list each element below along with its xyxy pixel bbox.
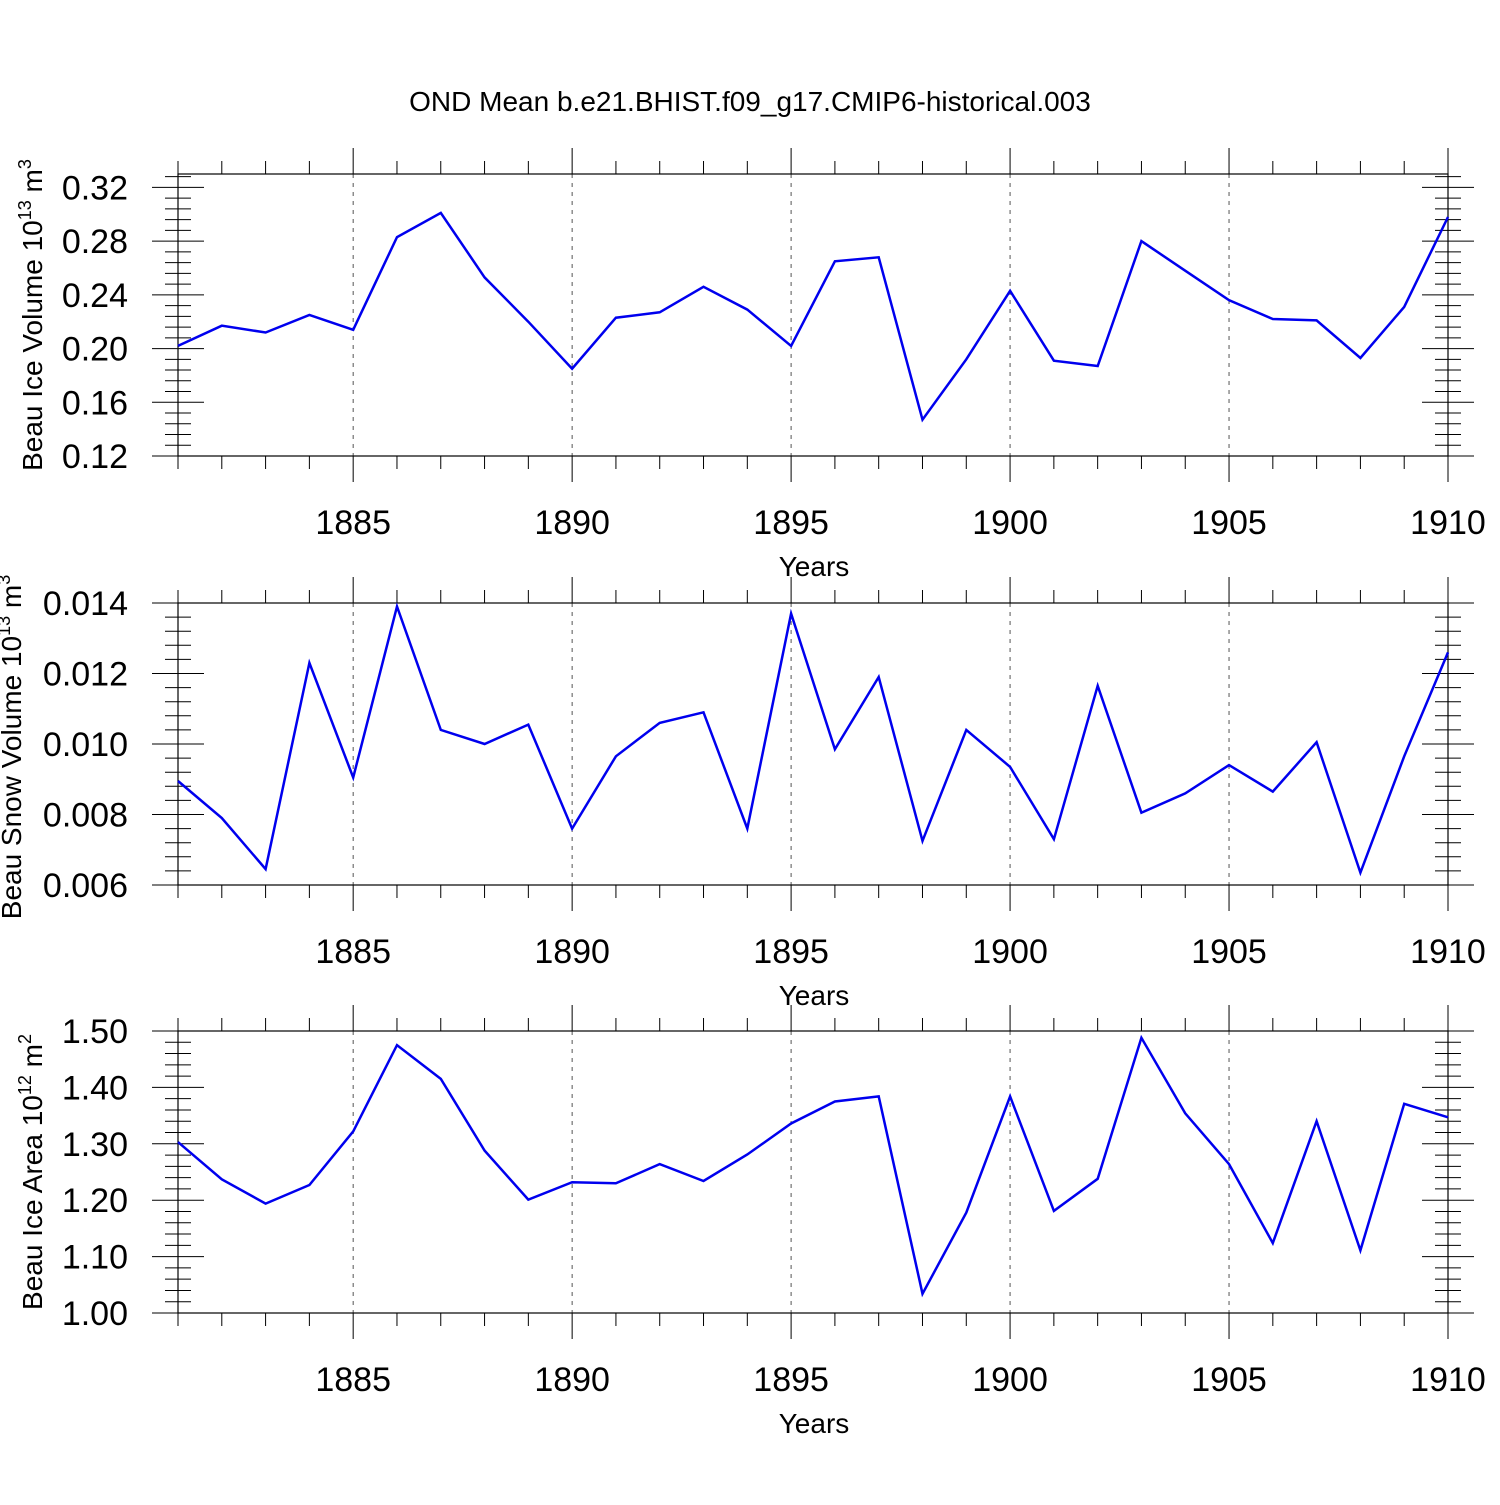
- x-axis-label: Years: [779, 980, 850, 1011]
- series-line: [177, 602, 1450, 877]
- x-axis-label: Years: [779, 551, 850, 582]
- y-tick-label: 0.008: [43, 797, 128, 835]
- y-tick-label: 1.20: [62, 1182, 128, 1220]
- y-axis-label-superscript: 3: [0, 575, 14, 585]
- chart-title: OND Mean b.e21.BHIST.f09_g17.CMIP6-histo…: [409, 86, 1091, 117]
- series-line: [177, 1034, 1449, 1298]
- y-tick-label: 0.010: [43, 726, 128, 764]
- x-tick-label: 1890: [534, 504, 610, 542]
- x-tick-label: 1900: [972, 933, 1048, 971]
- x-tick-label: 1900: [972, 504, 1048, 542]
- x-tick-label: 1905: [1191, 504, 1267, 542]
- y-axis-label-superscript: 3: [15, 159, 35, 169]
- x-tick-label: 1885: [315, 504, 391, 542]
- y-tick-label: 1.50: [62, 1013, 128, 1051]
- x-tick-label: 1885: [315, 1361, 391, 1399]
- y-tick-label: 1.40: [62, 1069, 128, 1107]
- panel-3: 1.00 1.10 1.20 1.30 1.40 1.50 1885 1890 1895 1900…: [15, 1005, 1486, 1439]
- y-tick-label: 0.014: [43, 585, 128, 623]
- y-axis-label-superscript: 12: [15, 1075, 35, 1095]
- y-axis-label-part: m: [17, 1044, 48, 1075]
- y-axis-label-part: Beau Ice Area 10: [17, 1095, 48, 1310]
- y-tick-label: 1.10: [62, 1239, 128, 1277]
- x-tick-label: 1910: [1410, 504, 1486, 542]
- panel-1: 0.12 0.16 0.20 0.24 0.28 0.32 1885 1890 1895 1900…: [15, 148, 1486, 582]
- y-axis-label-superscript: 2: [15, 1034, 35, 1044]
- y-axis-label: Beau Ice Area 1012 m2: [15, 1034, 48, 1310]
- y-axis-label: Beau Ice Volume 1013 m3: [15, 159, 48, 471]
- panel-2: 0.006 0.008 0.010 0.012 0.014 1885 1890 1895 190…: [0, 575, 1486, 1011]
- y-axis-label-part: m: [0, 585, 27, 616]
- y-tick-label: 1.00: [62, 1295, 128, 1333]
- y-tick-label: 0.20: [62, 331, 128, 369]
- y-axis-label-part: Beau Snow Volume 10: [0, 636, 27, 919]
- x-tick-label: 1895: [753, 933, 829, 971]
- y-axis-label-part: Beau Ice Volume 10: [17, 220, 48, 471]
- x-tick-label: 1895: [753, 504, 829, 542]
- y-axis-label-superscript: 13: [0, 616, 14, 636]
- y-tick-label: 1.30: [62, 1126, 128, 1164]
- y-tick-label: 0.24: [62, 277, 128, 315]
- y-tick-label: 0.32: [62, 169, 128, 207]
- x-tick-label: 1910: [1410, 1361, 1486, 1399]
- y-tick-label: 0.28: [62, 223, 128, 261]
- y-axis-label-superscript: 13: [15, 200, 35, 220]
- series-line: [177, 211, 1450, 423]
- x-tick-label: 1895: [753, 1361, 829, 1399]
- x-tick-label: 1905: [1191, 933, 1267, 971]
- plot-frame: [177, 173, 1449, 457]
- plot-frame: [177, 1030, 1449, 1314]
- x-axis-label: Years: [779, 1408, 850, 1439]
- x-tick-label: 1905: [1191, 1361, 1267, 1399]
- x-tick-label: 1910: [1410, 933, 1486, 971]
- x-tick-label: 1900: [972, 1361, 1048, 1399]
- x-tick-label: 1890: [534, 933, 610, 971]
- y-axis-label: Beau Snow Volume 1013 m3: [0, 575, 27, 919]
- y-tick-label: 0.16: [62, 384, 128, 422]
- x-tick-label: 1890: [534, 1361, 610, 1399]
- x-tick-label: 1885: [315, 933, 391, 971]
- y-tick-label: 0.12: [62, 438, 128, 476]
- y-tick-label: 0.012: [43, 656, 128, 694]
- plot-frame: [177, 602, 1449, 886]
- y-axis-label-part: m: [17, 169, 48, 200]
- y-tick-label: 0.006: [43, 867, 128, 905]
